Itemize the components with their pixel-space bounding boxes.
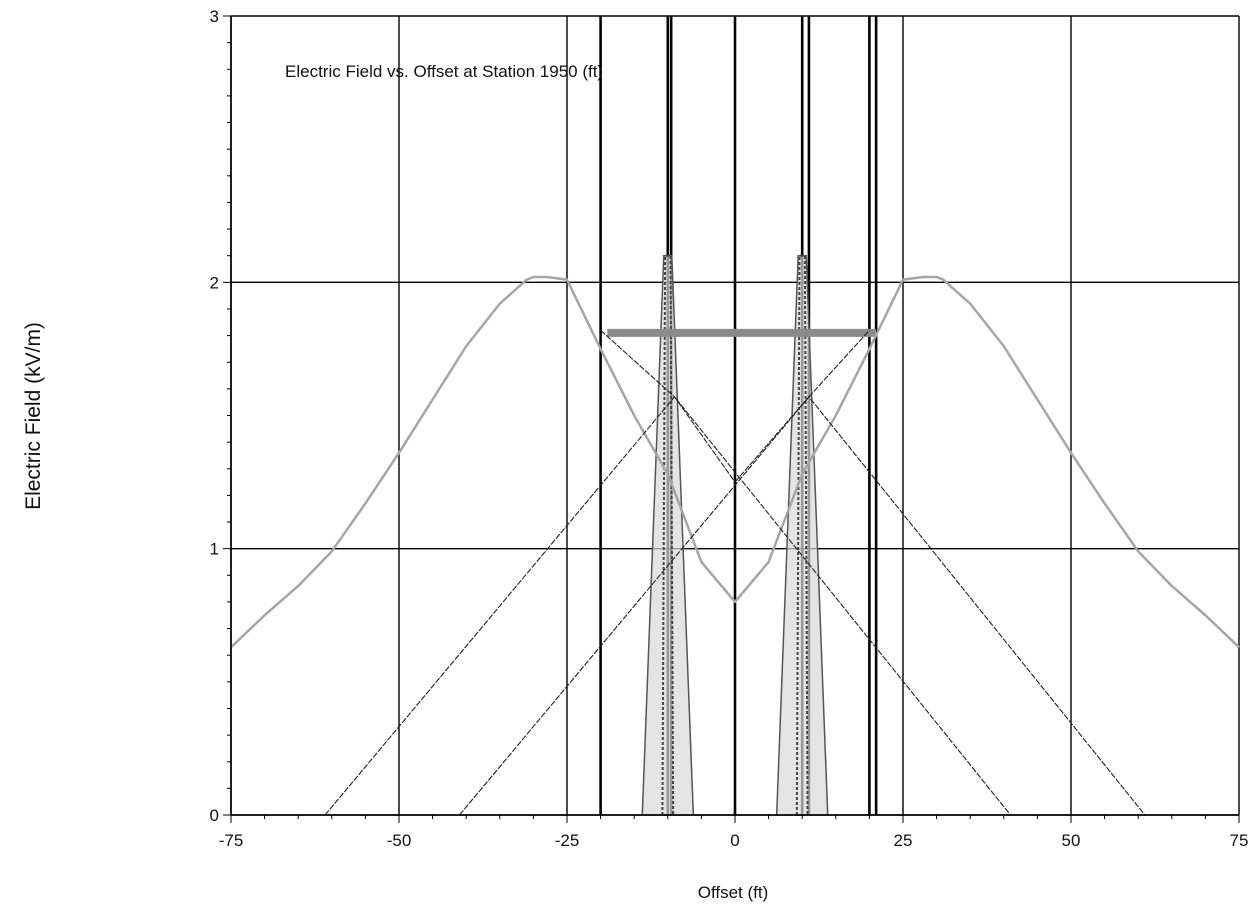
x-tick-label: -25: [555, 831, 580, 850]
x-tick-label: 25: [894, 831, 913, 850]
y-tick-label: 2: [210, 273, 219, 292]
tower-2: [775, 254, 829, 816]
y-tick-label: 1: [210, 540, 219, 559]
x-tick-label: 0: [730, 831, 739, 850]
x-tick-label: -50: [387, 831, 412, 850]
tower-structures: [607, 254, 877, 816]
x-tick-label: 75: [1230, 831, 1249, 850]
series-group: [230, 275, 1240, 816]
axes: [223, 15, 1240, 823]
tick-labels: -75 -50 -25 0 25 50 75 0 1 2 3: [210, 7, 1249, 850]
series-line-4: [600, 329, 736, 483]
x-tick-label: 50: [1062, 831, 1081, 850]
y-axis-title: Electric Field (kV/m): [22, 322, 45, 510]
chart-title: Electric Field vs. Offset at Station 195…: [285, 62, 603, 81]
y-tick-label: 3: [210, 7, 219, 26]
series-line-1: [230, 275, 1240, 649]
series-line-5: [734, 329, 870, 483]
x-axis-title: Offset (ft): [698, 883, 769, 902]
y-tick-label: 0: [210, 806, 219, 825]
tower-1: [641, 254, 695, 816]
x-tick-label: -75: [219, 831, 244, 850]
